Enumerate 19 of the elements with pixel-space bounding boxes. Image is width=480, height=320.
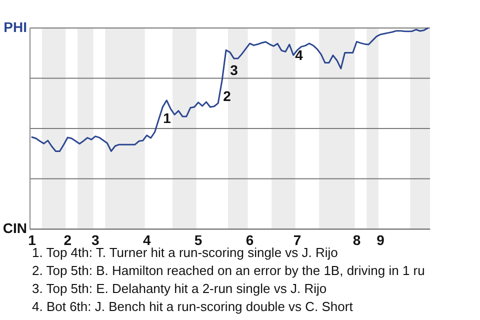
x-tick-label: 5 bbox=[194, 232, 202, 248]
x-tick-label: 8 bbox=[352, 232, 361, 248]
text: CIN bbox=[2, 220, 28, 236]
x-tick-label: 1 bbox=[28, 232, 36, 248]
x-tick-label: 6 bbox=[246, 232, 254, 248]
annotation: 4 bbox=[295, 47, 304, 63]
text: PHI bbox=[4, 19, 28, 35]
text: 1. Top 4th: T. Turner hit a run-scoring single vs J. Rijo bbox=[32, 245, 338, 260]
x-tick-label: 3 bbox=[91, 232, 100, 248]
text: 4. Bot 6th: J. Bench hit a run-scoring double vs C. Short bbox=[32, 299, 354, 314]
text: 3. Top 5th: E. Delahanty hit a 2-run single vs J. Rijo bbox=[32, 281, 327, 296]
text: 2. Top 5th: B. Hamilton reached on an error by the 1B, driving in 1 ru bbox=[32, 263, 425, 278]
annotation: 1 bbox=[163, 110, 172, 126]
x-tick-label: 9 bbox=[376, 232, 385, 248]
x-tick-label: 2 bbox=[64, 232, 72, 248]
annotation: 3 bbox=[230, 62, 238, 78]
x-tick-label: 4 bbox=[142, 232, 151, 248]
annotation: 2 bbox=[223, 88, 232, 104]
x-tick-label: 7 bbox=[293, 232, 302, 248]
